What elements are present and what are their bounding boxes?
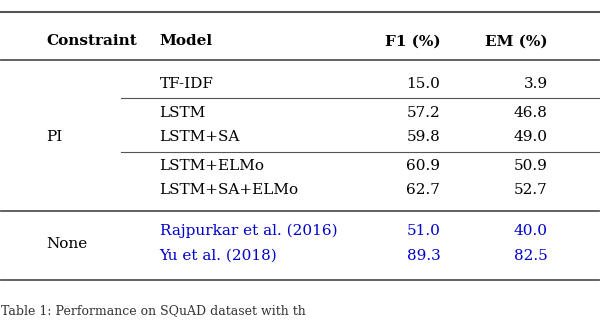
Text: Table 1: Performance on SQuAD dataset with th: Table 1: Performance on SQuAD dataset wi… bbox=[1, 304, 306, 317]
Text: LSTM+SA+ELMo: LSTM+SA+ELMo bbox=[160, 183, 299, 197]
Text: 50.9: 50.9 bbox=[514, 159, 548, 173]
Text: 60.9: 60.9 bbox=[406, 159, 440, 173]
Text: LSTM: LSTM bbox=[160, 106, 206, 120]
Text: EM (%): EM (%) bbox=[485, 34, 548, 48]
Text: Yu et al. (2018): Yu et al. (2018) bbox=[160, 249, 277, 263]
Text: 82.5: 82.5 bbox=[514, 249, 548, 263]
Text: 3.9: 3.9 bbox=[524, 77, 548, 91]
Text: LSTM+SA: LSTM+SA bbox=[160, 130, 240, 144]
Text: TF-IDF: TF-IDF bbox=[160, 77, 214, 91]
Text: Rajpurkar et al. (2016): Rajpurkar et al. (2016) bbox=[160, 224, 337, 238]
Text: 46.8: 46.8 bbox=[514, 106, 548, 120]
Text: 40.0: 40.0 bbox=[514, 224, 548, 238]
Text: 62.7: 62.7 bbox=[406, 183, 440, 197]
Text: 15.0: 15.0 bbox=[406, 77, 440, 91]
Text: F1 (%): F1 (%) bbox=[385, 34, 440, 48]
Text: Constraint: Constraint bbox=[46, 34, 137, 48]
Text: Model: Model bbox=[160, 34, 213, 48]
Text: PI: PI bbox=[46, 130, 62, 144]
Text: 52.7: 52.7 bbox=[514, 183, 548, 197]
Text: 59.8: 59.8 bbox=[407, 130, 440, 144]
Text: 49.0: 49.0 bbox=[514, 130, 548, 144]
Text: LSTM+ELMo: LSTM+ELMo bbox=[160, 159, 265, 173]
Text: None: None bbox=[46, 237, 88, 250]
Text: 57.2: 57.2 bbox=[407, 106, 440, 120]
Text: 51.0: 51.0 bbox=[406, 224, 440, 238]
Text: 89.3: 89.3 bbox=[407, 249, 440, 263]
